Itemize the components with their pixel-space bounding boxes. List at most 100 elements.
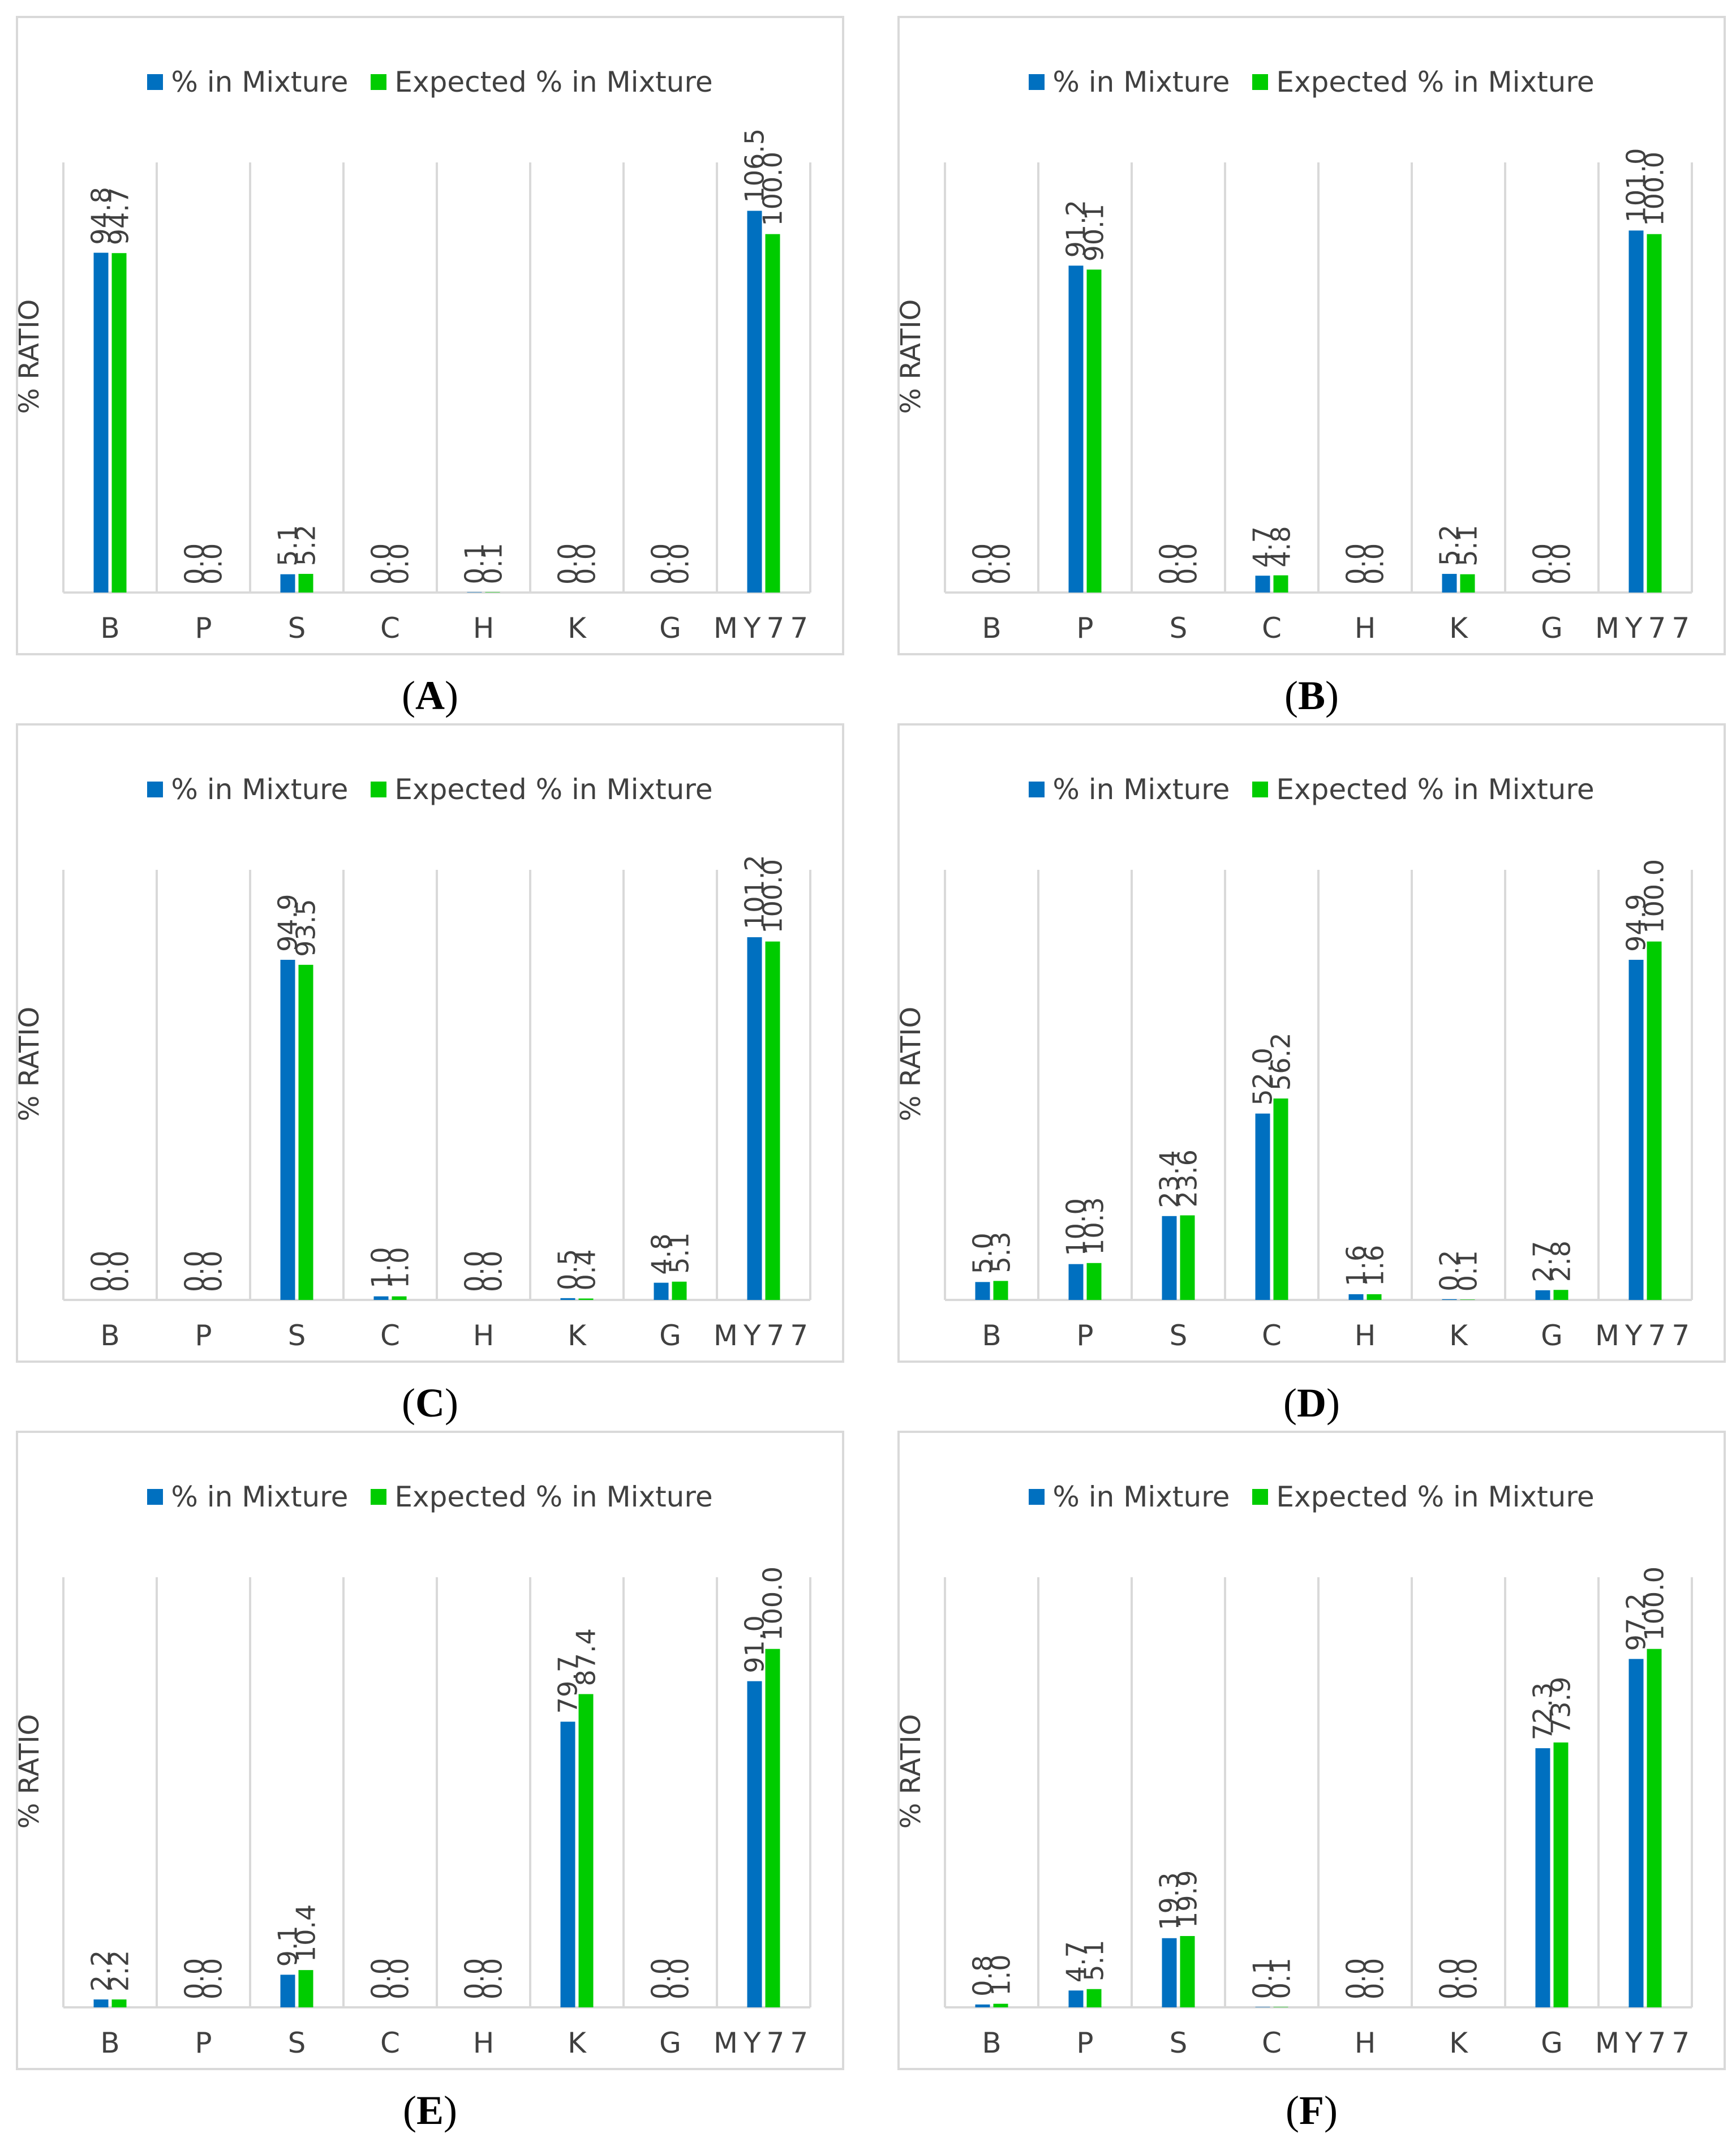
legend-item-series2: Expected % in Mixture (1252, 1480, 1595, 1513)
legend-label: Expected % in Mixture (1276, 66, 1595, 98)
category-label: K (568, 2027, 587, 2059)
data-label: 4.8 (646, 1233, 677, 1274)
legend-swatch (1252, 782, 1269, 797)
bar-expected-k (578, 1298, 594, 1300)
data-label: 90.1 (1079, 204, 1110, 261)
legend-item-series1: % in Mixture (1029, 773, 1230, 806)
bar-expected-s (1180, 1935, 1195, 2007)
category-label: G (1541, 612, 1563, 645)
bar-measured-b (93, 1999, 109, 2007)
data-label: 0.0 (1359, 543, 1390, 585)
data-label: 94.9 (1621, 894, 1652, 952)
category-label: K (568, 1319, 587, 1352)
category-label: S (1170, 2027, 1188, 2059)
bar-measured-k (560, 1722, 575, 2007)
category-label: G (1541, 2027, 1563, 2059)
legend: % in Mixture Expected % in Mixture (900, 66, 1724, 98)
data-label: 10.0 (1061, 1198, 1092, 1256)
category-label: B (100, 612, 119, 645)
data-label: 2.8 (1546, 1241, 1576, 1282)
data-label: 100.0 (1639, 1566, 1670, 1641)
bar-expected-s (298, 574, 313, 593)
bar-measured-k (1442, 574, 1457, 593)
category-label: C (1262, 612, 1282, 645)
legend-item-series1: % in Mixture (1029, 1480, 1230, 1513)
data-label: 5.1 (1079, 1940, 1110, 1981)
category-label: S (1170, 1319, 1188, 1352)
legend-item-series1: % in Mixture (147, 1480, 348, 1513)
category-label: G (1541, 1319, 1563, 1352)
chart-panel-c: 0.0 0.0 B 0.0 0.0 P 94.9 93.5 S 1.0 1.0 C 0.0 0.0 H 0.5… (14, 723, 844, 1363)
bar-expected-k (1460, 574, 1475, 593)
category-label: MY77 (714, 612, 814, 645)
data-label: 94.8 (86, 187, 117, 244)
data-label: 0.0 (646, 1958, 677, 1999)
data-label: 100.0 (758, 1566, 788, 1641)
data-label: 101.2 (740, 855, 770, 929)
data-label: 0.0 (571, 543, 601, 585)
data-label: 0.0 (197, 1958, 228, 1999)
category-label: S (288, 612, 306, 645)
bar-measured-p (1068, 1264, 1084, 1300)
bar-measured-g (654, 1282, 669, 1300)
bar-chart: 94.894.7B0.00.0P5.15.2S0.00.0C0.10.1H0.0… (62, 128, 814, 645)
bar-chart: 0.00.0B0.00.0P94.993.5S1.01.0C0.00.0H0.5… (62, 855, 811, 1352)
bar-expected-s (298, 964, 313, 1300)
category-label: B (100, 1319, 119, 1352)
category-label: P (1076, 1319, 1093, 1352)
data-label: 0.1 (1266, 1958, 1296, 1999)
legend-swatch (371, 782, 387, 797)
category-label: C (380, 2027, 400, 2059)
data-label: 0.0 (1341, 543, 1372, 585)
legend-label: % in Mixture (171, 1480, 349, 1513)
bar-measured-c (373, 1296, 389, 1300)
bar-expected-g (672, 1281, 687, 1300)
category-label: G (659, 612, 681, 645)
data-label: 94.9 (273, 894, 303, 952)
legend-item-series2: Expected % in Mixture (1252, 66, 1595, 98)
legend-swatch (1029, 1489, 1045, 1505)
data-label: 1.6 (1359, 1245, 1390, 1286)
category-label: B (982, 612, 1001, 645)
data-label: 0.8 (968, 1955, 998, 1997)
legend: % in Mixture Expected % in Mixture (18, 1480, 842, 1513)
bar-expected-g (1553, 1742, 1569, 2007)
panel-caption-e: (E) (403, 2088, 457, 2133)
category-label: S (288, 1319, 306, 1352)
data-label: 23.4 (1154, 1150, 1185, 1208)
data-label: 10.4 (291, 1904, 321, 1962)
legend: % in Mixture Expected % in Mixture (900, 1480, 1724, 1513)
bar-expected-b (111, 253, 127, 593)
bar-measured-my77 (747, 211, 762, 593)
bar-measured-p (1068, 265, 1084, 593)
bar-measured-s (1162, 1216, 1177, 1300)
chart-panel-a: 94.8 94.7 B 0.0 0.0 P 5.1 5.2 S 0.0 0.0 C 0.1 0.1 H 0.0… (14, 16, 844, 655)
category-label: C (380, 1319, 400, 1352)
legend-item-series2: Expected % in Mixture (371, 66, 713, 98)
bar-measured-h (1348, 1294, 1364, 1300)
bar-expected-b (993, 1281, 1008, 1300)
category-label: C (1262, 1319, 1282, 1352)
category-label: H (1355, 2027, 1376, 2059)
bar-expected-my77 (765, 234, 780, 593)
bar-expected-my77 (1647, 941, 1662, 1300)
data-label: 5.2 (291, 525, 321, 566)
panel-letter: F (1299, 2088, 1324, 2133)
category-label: MY77 (1595, 2027, 1695, 2059)
legend: % in Mixture Expected % in Mixture (18, 66, 842, 98)
legend-label: % in Mixture (171, 66, 349, 98)
legend-item-series2: Expected % in Mixture (1252, 773, 1595, 806)
data-label: 0.0 (968, 543, 998, 585)
data-label: 0.0 (384, 543, 415, 585)
data-label: 0.0 (197, 1251, 228, 1292)
category-label: S (288, 2027, 306, 2059)
data-label: 0.1 (478, 543, 508, 584)
legend-label: Expected % in Mixture (1276, 773, 1595, 806)
chart-panel-e: 2.2 2.2 B 0.0 0.0 P 9.1 10.4 S 0.0 0.0 C 0.0 0.0 H 79.7… (14, 1431, 844, 2070)
category-label: B (982, 1319, 1001, 1352)
bar-measured-s (280, 574, 295, 593)
data-label: 10.3 (1079, 1197, 1110, 1255)
bar-expected-c (1273, 1098, 1288, 1300)
category-label: K (1449, 1319, 1468, 1352)
data-label: 0.5 (553, 1249, 583, 1290)
